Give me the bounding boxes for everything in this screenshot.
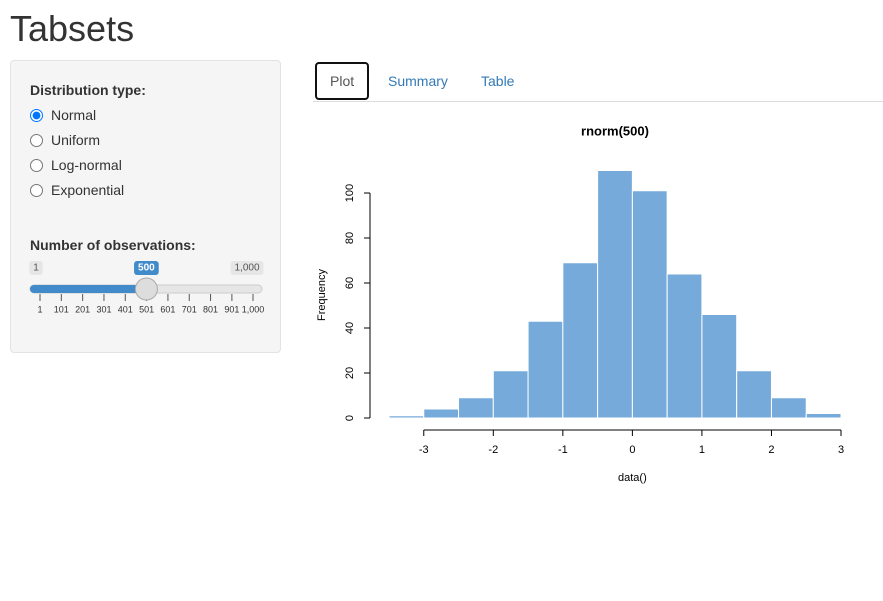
x-axis-label: data() xyxy=(618,472,647,484)
y-axis-label: Frequency xyxy=(316,269,328,321)
slider-max-box xyxy=(230,261,264,275)
slider-min-box xyxy=(29,261,43,275)
radio-label[interactable]: Exponential xyxy=(51,182,125,198)
radio-button[interactable] xyxy=(30,183,43,197)
bar xyxy=(492,370,529,419)
y-tick-label: 60 xyxy=(344,277,356,289)
page-title: Tabsets xyxy=(10,8,135,49)
slider-tick-label: 101 xyxy=(54,304,69,314)
bar xyxy=(666,273,703,419)
x-tick-label: -1 xyxy=(558,444,568,456)
x-tick-label: 3 xyxy=(838,444,844,456)
bar xyxy=(597,170,633,419)
y-tick-label: 100 xyxy=(344,184,356,202)
slider-tick-label: 901 xyxy=(224,304,239,314)
slider-tick-label: 1 xyxy=(37,304,42,314)
bar xyxy=(631,190,668,419)
x-tick-label: -2 xyxy=(488,444,498,456)
slider-max: 1,000 xyxy=(234,263,259,274)
bar xyxy=(736,370,772,419)
slider-tick-label: 801 xyxy=(203,304,218,314)
tab-bar: Plot Summary Table xyxy=(313,61,883,102)
slider-tick-label: 201 xyxy=(75,304,90,314)
radio-button[interactable] xyxy=(30,108,43,122)
y-tick-label: 80 xyxy=(344,232,356,244)
bar xyxy=(388,415,425,419)
radio-button[interactable] xyxy=(30,133,43,147)
x-tick-label: 1 xyxy=(699,444,705,456)
tab[interactable]: Plot xyxy=(315,62,370,100)
bar xyxy=(423,408,460,419)
x-tick-label: 2 xyxy=(768,444,774,456)
chart-title: rnorm(500) xyxy=(581,123,649,138)
radio-option[interactable]: Log-normal xyxy=(30,157,122,173)
radio-option[interactable]: Uniform xyxy=(30,132,100,148)
slider-tick-label: 1,000 xyxy=(242,304,265,314)
radio-label[interactable]: Log-normal xyxy=(51,157,122,173)
sidebar: Distribution type: Number of observation… xyxy=(10,60,281,353)
radio-group-label: Distribution type: xyxy=(30,82,146,98)
radio-button[interactable] xyxy=(30,158,43,172)
slider-min: 1 xyxy=(33,263,39,274)
slider-tick-label: 701 xyxy=(182,304,197,314)
bar xyxy=(562,262,599,419)
radio-label[interactable]: Uniform xyxy=(51,132,101,148)
slider-value-box xyxy=(134,261,159,275)
bar xyxy=(458,397,494,419)
radio-option[interactable]: Normal xyxy=(30,107,96,123)
slider-handle[interactable] xyxy=(134,277,158,301)
tab[interactable]: Table xyxy=(481,73,515,89)
x-tick-label: -3 xyxy=(419,444,429,456)
y-tick-label: 20 xyxy=(344,367,356,379)
bar xyxy=(701,314,738,419)
x-tick-label: 0 xyxy=(629,444,635,456)
radio-label[interactable]: Normal xyxy=(51,107,97,123)
bar xyxy=(805,413,842,419)
slider-tick-label: 501 xyxy=(139,304,154,314)
slider-tick-label: 401 xyxy=(118,304,133,314)
y-tick-label: 0 xyxy=(344,415,356,421)
radio-option[interactable]: Exponential xyxy=(30,182,124,198)
chart: rnorm(500) data() Frequency -3 -2 -1 0 1 2 3 0 20 40… xyxy=(316,123,844,484)
slider-tick-label: 301 xyxy=(96,304,111,314)
slider-tick-label: 601 xyxy=(160,304,175,314)
bar xyxy=(770,397,807,419)
slider-value: 500 xyxy=(138,263,155,274)
bar xyxy=(527,320,564,419)
slider-fill xyxy=(30,285,147,293)
slider-label: Number of observations: xyxy=(30,237,196,253)
y-tick-label: 40 xyxy=(344,322,356,334)
tab[interactable]: Summary xyxy=(388,73,448,89)
